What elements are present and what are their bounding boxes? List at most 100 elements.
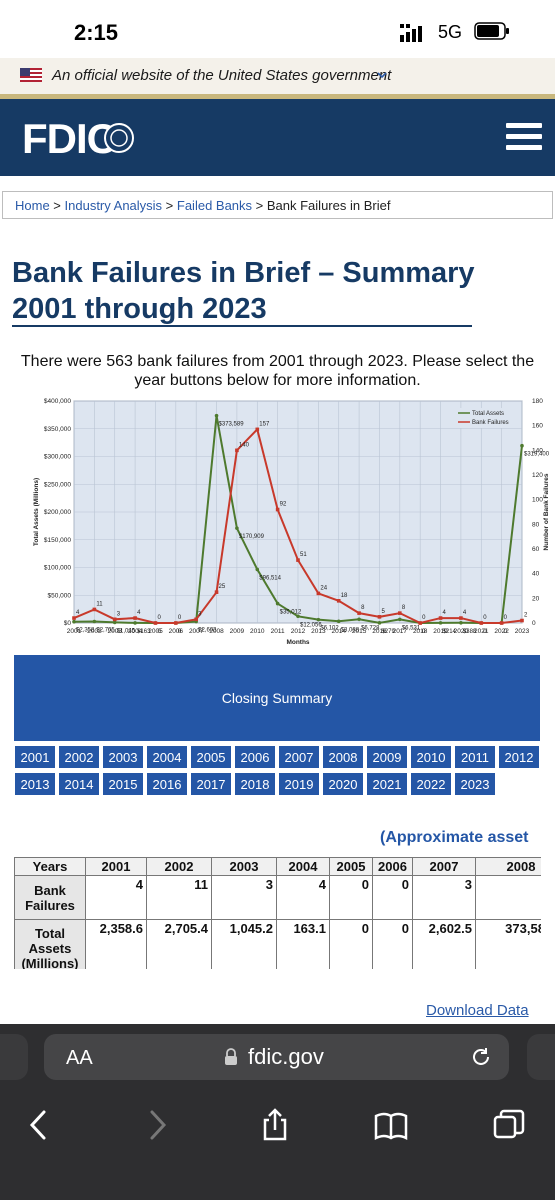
y-tick-label: $300,000: [44, 454, 71, 461]
table-cell: 1,045.2: [211, 919, 277, 969]
data-point-total-assets: [316, 617, 321, 622]
year-button-2003[interactable]: 2003: [102, 745, 144, 769]
signal-icon: [400, 24, 422, 42]
year-button-2007[interactable]: 2007: [278, 745, 320, 769]
y-tick-label: $250,000: [44, 481, 71, 488]
year-button-2011[interactable]: 2011: [454, 745, 496, 769]
data-label: 0: [422, 615, 426, 621]
breadcrumb-home[interactable]: Home: [15, 198, 50, 213]
year-button-2018[interactable]: 2018: [234, 772, 276, 796]
data-label: $12,056: [300, 622, 322, 628]
y2-tick-label: 180: [532, 398, 543, 405]
y2-tick-label: 0: [532, 620, 536, 627]
next-tab-peek[interactable]: [527, 1034, 555, 1080]
data-label: 0: [178, 629, 182, 635]
year-button-2013[interactable]: 2013: [14, 772, 56, 796]
year-button-2014[interactable]: 2014: [58, 772, 100, 796]
table-row-label: Total Assets (Millions): [14, 919, 86, 969]
breadcrumb-failed-banks[interactable]: Failed Banks: [176, 198, 253, 213]
data-point-total-assets: [520, 443, 524, 448]
year-button-2016[interactable]: 2016: [146, 772, 188, 796]
y-tick-label: $400,000: [44, 398, 71, 405]
x-tick-label: 2022: [494, 628, 509, 635]
title-underline: [12, 325, 472, 327]
y-tick-label: $350,000: [44, 426, 71, 433]
fdic-logo[interactable]: FDIC: [22, 115, 117, 162]
summary-table-container[interactable]: Years200120022003200420052006200720082Ba…: [14, 857, 541, 969]
data-point-total-assets: [235, 526, 239, 530]
data-point-total-assets: [459, 620, 463, 625]
data-point-total-assets: [255, 567, 260, 572]
data-point-bank-failures: [438, 616, 443, 620]
year-button-2006[interactable]: 2006: [234, 745, 276, 769]
data-label: 3: [117, 611, 121, 617]
year-button-2002[interactable]: 2002: [58, 745, 100, 769]
year-button-2023[interactable]: 2023: [454, 772, 496, 796]
x-tick-label: 2023: [515, 628, 530, 635]
y2-tick-label: 120: [532, 472, 543, 479]
previous-tab-peek[interactable]: [0, 1034, 28, 1080]
table-cell: 25: [475, 875, 541, 920]
data-label: $2,358: [76, 628, 95, 634]
data-label: 0: [483, 615, 487, 621]
x-axis-label: Months: [286, 639, 309, 646]
reload-icon[interactable]: [470, 1046, 492, 1068]
closing-summary-button[interactable]: Closing Summary: [14, 655, 540, 741]
x-tick-label: 2002: [87, 628, 102, 635]
bookmarks-icon[interactable]: [374, 1108, 408, 1142]
tabs-icon[interactable]: [492, 1108, 526, 1142]
table-cell: 163.1: [276, 919, 330, 969]
year-button-2010[interactable]: 2010: [410, 745, 452, 769]
browser-url-area: AA fdic.gov: [0, 1024, 555, 1096]
menu-button[interactable]: [506, 119, 542, 155]
chevron-down-icon[interactable]: [377, 70, 387, 80]
x-tick-label: 2001: [67, 628, 82, 635]
back-icon[interactable]: [22, 1108, 56, 1142]
data-point-total-assets: [72, 619, 76, 624]
page-title: Bank Failures in Brief – Summary 2001 th…: [12, 257, 475, 325]
table-header-cell: Years: [14, 857, 86, 876]
table-cell: 0: [372, 875, 413, 920]
year-button-2020[interactable]: 2020: [322, 772, 364, 796]
data-label: $373,589: [219, 422, 245, 428]
data-label: $6,102: [320, 626, 339, 632]
year-button-2008[interactable]: 2008: [322, 745, 364, 769]
data-label: $35,012: [280, 610, 302, 616]
data-label: $170,909: [239, 534, 265, 540]
year-button-2017[interactable]: 2017: [190, 772, 232, 796]
address-bar[interactable]: AA fdic.gov: [44, 1034, 509, 1080]
year-button-2012[interactable]: 2012: [498, 745, 540, 769]
forward-icon[interactable]: [140, 1108, 174, 1142]
gov-banner[interactable]: An official website of the United States…: [0, 58, 555, 94]
site-header: FDIC: [0, 99, 555, 176]
lock-icon: [225, 1048, 237, 1065]
y-tick-label: $150,000: [44, 537, 71, 544]
data-label: $163: [137, 629, 151, 635]
table-cell: 2,602.5: [412, 919, 476, 969]
year-button-2009[interactable]: 2009: [366, 745, 408, 769]
year-button-2015[interactable]: 2015: [102, 772, 144, 796]
y-axis-label: Total Assets (Millions): [33, 478, 40, 546]
data-point-total-assets: [336, 619, 341, 624]
year-button-2022[interactable]: 2022: [410, 772, 452, 796]
reader-options-button[interactable]: AA: [66, 1047, 93, 1069]
table-header-row: Years200120022003200420052006200720082: [14, 857, 541, 876]
year-button-2019[interactable]: 2019: [278, 772, 320, 796]
year-button-2001[interactable]: 2001: [14, 745, 56, 769]
download-data-link[interactable]: Download Data: [426, 1002, 529, 1019]
data-point-total-assets: [438, 621, 443, 625]
y2-tick-label: 100: [532, 497, 543, 504]
year-button-2004[interactable]: 2004: [146, 745, 188, 769]
x-tick-label: 2016: [372, 628, 387, 635]
table-header-cell: 2007: [412, 857, 476, 876]
x-tick-label: 2015: [352, 628, 367, 635]
data-label: 140: [239, 442, 250, 448]
breadcrumb-industry-analysis[interactable]: Industry Analysis: [64, 198, 163, 213]
data-label: $319,400: [524, 452, 550, 458]
year-button-2021[interactable]: 2021: [366, 772, 408, 796]
us-flag-icon: [20, 68, 42, 82]
data-point-bank-failures: [357, 611, 361, 615]
year-button-2005[interactable]: 2005: [190, 745, 232, 769]
status-bar: 2:15 5G: [0, 0, 555, 58]
share-icon[interactable]: [258, 1108, 292, 1142]
